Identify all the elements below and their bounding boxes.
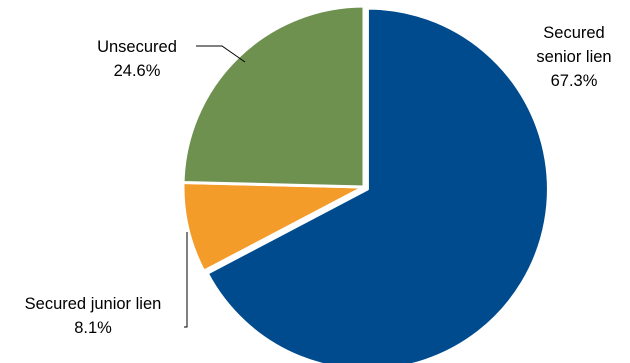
pie-slice-secured-senior-lien bbox=[205, 6, 550, 363]
slice-labels: Secured senior lien 67.3% Unsecured 24.6… bbox=[25, 24, 612, 337]
pie-slice-unsecured bbox=[181, 4, 366, 189]
pie-slices bbox=[181, 4, 550, 363]
slice-label-senior-lien-line2: senior lien bbox=[536, 48, 611, 66]
slice-label-unsecured: Unsecured bbox=[97, 38, 177, 56]
slice-value-unsecured: 24.6% bbox=[114, 62, 161, 80]
leader-line-unsecured bbox=[196, 45, 246, 63]
slice-value-junior-lien: 8.1% bbox=[74, 319, 112, 337]
slice-label-senior-lien-line1: Secured bbox=[543, 24, 604, 42]
slice-value-senior-lien: 67.3% bbox=[551, 72, 598, 90]
leader-lines bbox=[184, 45, 246, 328]
slice-label-junior-lien: Secured junior lien bbox=[25, 295, 162, 313]
leader-line-junior-lien bbox=[184, 232, 188, 328]
pie-slice-secured-junior-lien bbox=[181, 180, 366, 273]
